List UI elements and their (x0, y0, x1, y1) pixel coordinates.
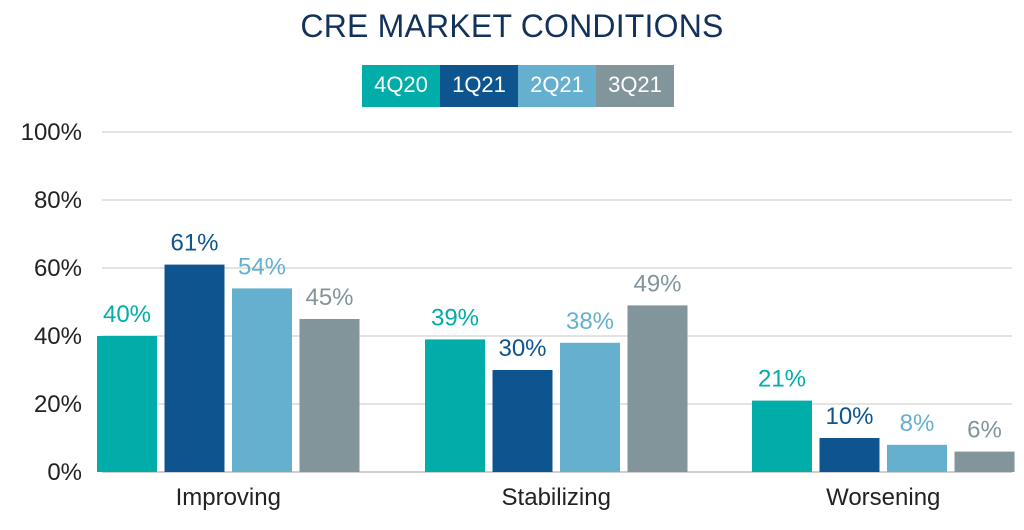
bar-2q21-improving (232, 288, 292, 472)
data-label: 30% (498, 335, 546, 362)
bar-3q21-stabilizing (627, 305, 688, 472)
y-tick-label: 100% (21, 119, 82, 146)
x-category-label: Improving (176, 484, 281, 511)
x-category-label: Stabilizing (502, 484, 611, 511)
chart-title: CRE MARKET CONDITIONS (300, 8, 724, 44)
legend-item-1q21: 1Q21 (440, 65, 518, 107)
bar-3q21-improving (299, 319, 360, 472)
bar-2q21-worsening (887, 444, 947, 472)
legend-item-3q21: 3Q21 (596, 65, 674, 107)
data-label: 61% (170, 230, 218, 257)
y-tick-label: 80% (34, 187, 82, 214)
data-label: 6% (967, 417, 1002, 444)
data-label: 38% (566, 308, 614, 335)
data-label: 21% (758, 366, 806, 393)
bar-4q20-stabilizing (425, 339, 485, 472)
data-label: 40% (103, 301, 151, 328)
y-tick-label: 20% (34, 391, 82, 418)
bar-2q21-stabilizing (560, 342, 620, 472)
bar-1q21-worsening (819, 438, 880, 472)
bar-1q21-stabilizing (492, 370, 553, 472)
bar-4q20-improving (97, 336, 157, 472)
data-label: 54% (238, 253, 286, 280)
bar-3q21-worsening (954, 451, 1015, 472)
data-label: 8% (900, 410, 935, 437)
bar-4q20-worsening (752, 400, 812, 472)
chart-legend: 4Q20 1Q21 2Q21 3Q21 (362, 65, 674, 107)
data-label: 45% (305, 284, 353, 311)
y-tick-label: 60% (34, 255, 82, 282)
bar-1q21-improving (164, 264, 225, 472)
y-tick-label: 0% (47, 459, 82, 486)
y-tick-label: 40% (34, 323, 82, 350)
data-label: 49% (633, 270, 681, 297)
x-category-label: Worsening (826, 484, 940, 511)
data-label: 39% (431, 304, 479, 331)
legend-item-4q20: 4Q20 (362, 65, 440, 107)
data-label: 10% (825, 403, 873, 430)
legend-item-2q21: 2Q21 (518, 65, 596, 107)
